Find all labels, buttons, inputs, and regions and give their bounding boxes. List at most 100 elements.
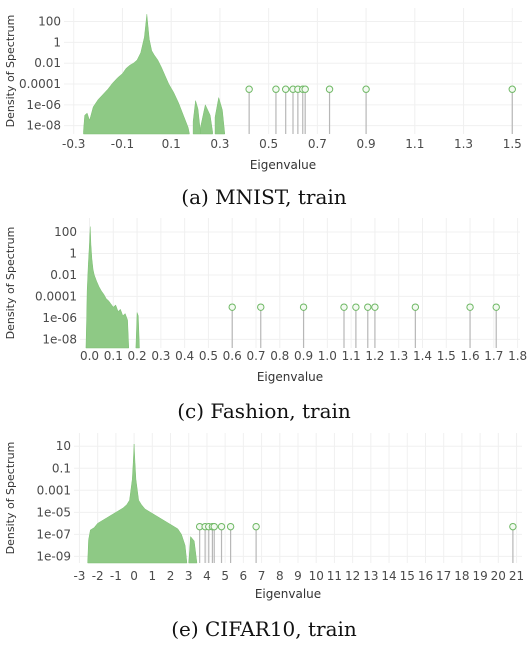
x-tick-label: 1.2: [365, 349, 384, 363]
x-tick-label: 0.1: [104, 349, 123, 363]
y-tick-label: 1e-07: [36, 527, 71, 541]
chart-panel-2: 100 1 0.01 0.0001 1e-06 1e-080.0 0.1 0.2 0.3 0.4 0…: [4, 218, 527, 423]
x-tick-label: 1.6: [461, 349, 480, 363]
x-tick-label: 1.0: [318, 349, 337, 363]
y-tick-label: 1e-08: [26, 119, 61, 133]
x-tick-label: 1.4: [413, 349, 432, 363]
x-tick-label: 0.3: [210, 137, 229, 151]
outlier-marker: [299, 303, 308, 311]
x-tick-label: 0.7: [246, 349, 265, 363]
x-axis-title: Eigenvalue: [257, 370, 323, 384]
x-tick-label: 17: [436, 569, 451, 583]
outlier-marker: [364, 303, 372, 311]
x-tick-label: -3: [73, 569, 85, 583]
x-tick-label: 4: [203, 569, 211, 583]
outlier-marker: [226, 522, 235, 531]
x-tick-label: 1.5: [437, 349, 456, 363]
x-tick-label: 6: [240, 569, 248, 583]
outlier-marker: [362, 85, 370, 93]
figure-caption: (a) MNIST, train: [181, 185, 347, 209]
outlier-marker: [466, 303, 474, 311]
density-area: [83, 14, 190, 135]
outlier-marker: [272, 85, 280, 93]
outlier-marker: [509, 522, 517, 531]
x-tick-label: 9: [294, 569, 302, 583]
x-tick-label: 12: [345, 569, 360, 583]
y-axis-title: Density of Spectrum: [4, 15, 17, 128]
x-tick-label: 0.3: [151, 349, 170, 363]
x-tick-label: 13: [363, 569, 378, 583]
x-tick-label: 0: [130, 569, 138, 583]
x-tick-label: 0.9: [357, 137, 376, 151]
outlier-marker: [252, 522, 260, 531]
y-tick-label: 0.0001: [19, 77, 61, 91]
y-tick-label: 1: [53, 35, 61, 49]
x-tick-label: 1.1: [342, 349, 361, 363]
x-tick-label: -0.1: [111, 137, 134, 151]
x-tick-label: 0.2: [128, 349, 147, 363]
chart-panel-1: 100 1 0.01 0.0001 1e-06 1e-08-0.3 -0.1 0.1 0.3 0.…: [4, 8, 522, 209]
x-tick-label: 7: [258, 569, 266, 583]
x-tick-label: 5: [221, 569, 229, 583]
x-tick-label: 0.5: [199, 349, 218, 363]
x-tick-label: -2: [92, 569, 104, 583]
x-tick-label: 16: [418, 569, 433, 583]
x-tick-label: 0.8: [270, 349, 289, 363]
outlier-marker: [352, 303, 360, 311]
x-axis-title: Eigenvalue: [250, 158, 316, 172]
y-tick-label: 0.01: [50, 268, 77, 282]
outlier-marker: [492, 303, 500, 311]
x-tick-label: 19: [472, 569, 487, 583]
x-axis-title: Eigenvalue: [255, 587, 321, 601]
outlier-marker: [257, 303, 265, 311]
outlier-marker: [281, 85, 290, 93]
x-tick-label: 1.5: [503, 137, 522, 151]
density-area: [85, 226, 130, 349]
x-tick-label: 0.4: [175, 349, 194, 363]
y-tick-label: 0.01: [34, 56, 61, 70]
x-tick-label: 10: [309, 569, 324, 583]
plot-area: [80, 218, 520, 348]
outlier-marker: [245, 85, 253, 93]
x-tick-label: 18: [454, 569, 469, 583]
outlier-marker: [210, 522, 218, 531]
x-tick-label: 1.1: [405, 137, 424, 151]
outlier-marker: [301, 85, 309, 93]
x-tick-label: 1.3: [454, 137, 473, 151]
y-tick-label: 1e-06: [42, 311, 77, 325]
x-tick-label: 3: [185, 569, 193, 583]
y-axis-title: Density of Spectrum: [4, 227, 17, 340]
outlier-marker: [371, 303, 379, 311]
x-tick-label: -1: [110, 569, 122, 583]
x-tick-label: 0.1: [162, 137, 181, 151]
x-tick-label: 0.7: [308, 137, 327, 151]
y-tick-label: 100: [38, 15, 61, 29]
y-tick-label: 1e-06: [26, 98, 61, 112]
x-tick-label: -0.3: [62, 137, 85, 151]
figure-caption: (e) CIFAR10, train: [171, 617, 357, 641]
x-tick-label: 0.5: [259, 137, 278, 151]
density-island: [200, 104, 213, 135]
x-tick-label: 0.0: [80, 349, 99, 363]
y-tick-label: 0.1: [52, 461, 71, 475]
y-tick-label: 0.001: [37, 483, 71, 497]
y-axis-title: Density of Spectrum: [4, 442, 17, 555]
outlier-marker: [217, 522, 226, 531]
density-island: [188, 535, 198, 564]
x-tick-label: 14: [381, 569, 396, 583]
x-tick-label: 0.6: [223, 349, 242, 363]
x-tick-label: 1.7: [484, 349, 503, 363]
x-tick-label: 1.3: [389, 349, 408, 363]
y-tick-label: 1e-05: [36, 505, 71, 519]
y-tick-label: 0.0001: [35, 289, 77, 303]
density-island: [214, 97, 226, 135]
density-area: [87, 444, 188, 564]
y-tick-label: 1e-09: [36, 549, 71, 563]
density-island: [135, 312, 140, 349]
y-tick-label: 10: [56, 439, 71, 453]
outlier-marker: [340, 303, 348, 311]
x-tick-label: 11: [327, 569, 342, 583]
x-tick-label: 15: [400, 569, 415, 583]
